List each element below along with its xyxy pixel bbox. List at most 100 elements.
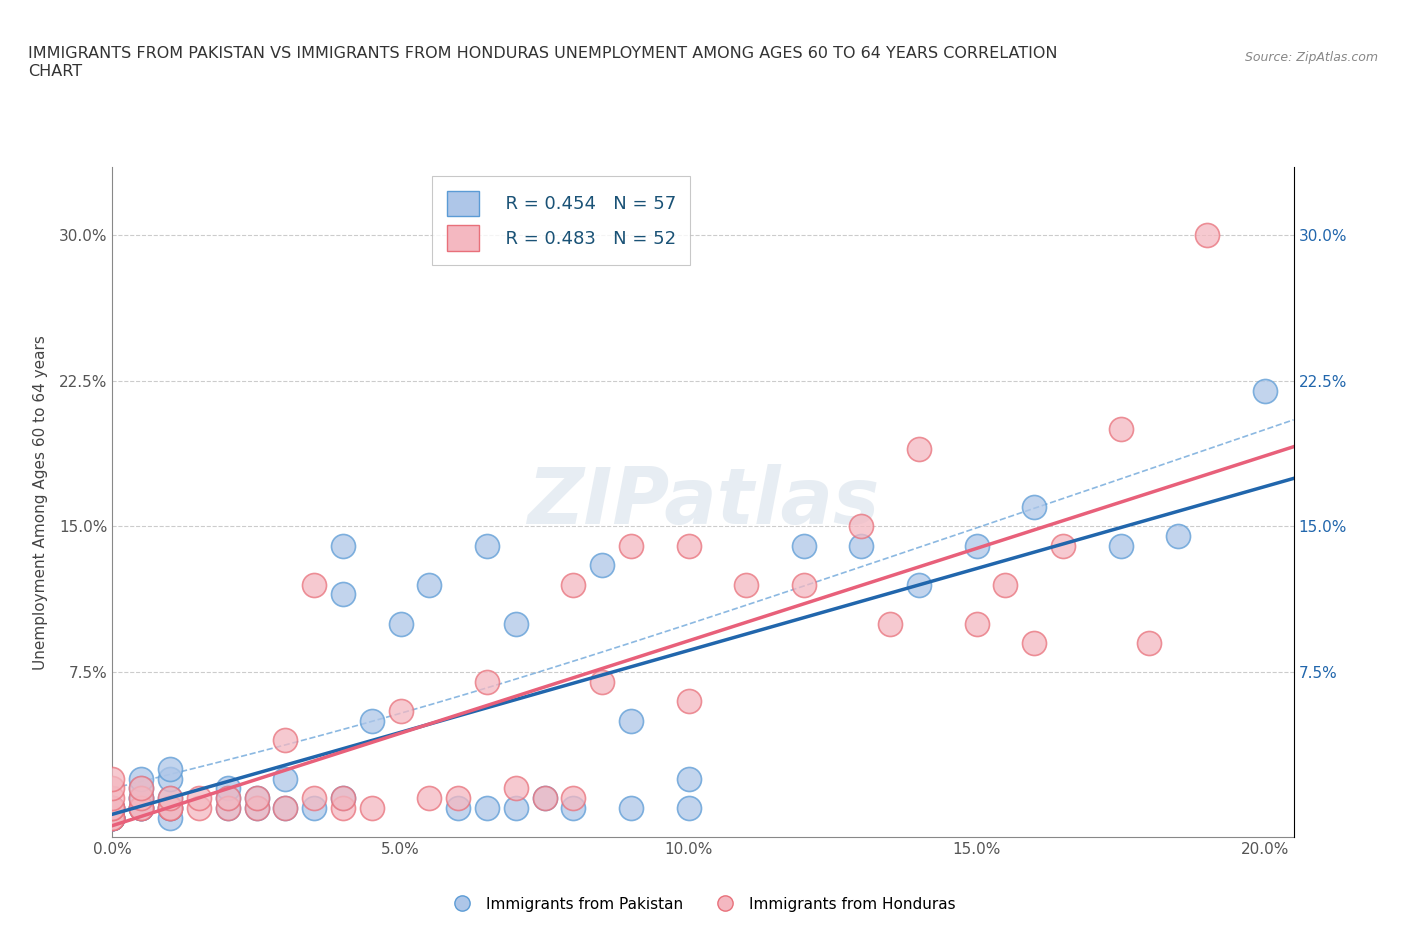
Point xyxy=(101,781,124,796)
Point xyxy=(505,801,527,816)
Point xyxy=(101,801,124,816)
Point xyxy=(159,801,181,816)
Point xyxy=(159,810,181,825)
Point xyxy=(793,578,815,592)
Point xyxy=(101,801,124,816)
Point xyxy=(1254,383,1277,398)
Point xyxy=(475,801,498,816)
Point xyxy=(101,790,124,805)
Point xyxy=(101,801,124,816)
Point xyxy=(101,801,124,816)
Point xyxy=(101,810,124,825)
Point xyxy=(908,442,931,457)
Point xyxy=(129,801,152,816)
Point xyxy=(245,801,267,816)
Point xyxy=(217,790,239,805)
Point xyxy=(159,801,181,816)
Point xyxy=(389,616,412,631)
Point xyxy=(533,790,555,805)
Point xyxy=(562,790,585,805)
Point xyxy=(245,790,267,805)
Point xyxy=(101,801,124,816)
Point xyxy=(159,790,181,805)
Point xyxy=(735,578,758,592)
Point xyxy=(966,616,988,631)
Point xyxy=(562,578,585,592)
Point xyxy=(908,578,931,592)
Point xyxy=(159,762,181,777)
Point xyxy=(1167,529,1189,544)
Point xyxy=(129,801,152,816)
Point xyxy=(418,790,440,805)
Point xyxy=(187,790,209,805)
Point xyxy=(187,801,209,816)
Point xyxy=(851,519,873,534)
Point xyxy=(620,713,643,728)
Point xyxy=(332,587,354,602)
Point xyxy=(129,790,152,805)
Text: Source: ZipAtlas.com: Source: ZipAtlas.com xyxy=(1244,51,1378,64)
Point xyxy=(332,801,354,816)
Point xyxy=(678,694,700,709)
Point xyxy=(332,538,354,553)
Legend: Immigrants from Pakistan, Immigrants from Honduras: Immigrants from Pakistan, Immigrants fro… xyxy=(444,891,962,918)
Text: IMMIGRANTS FROM PAKISTAN VS IMMIGRANTS FROM HONDURAS UNEMPLOYMENT AMONG AGES 60 : IMMIGRANTS FROM PAKISTAN VS IMMIGRANTS F… xyxy=(28,46,1057,79)
Point xyxy=(217,781,239,796)
Point xyxy=(966,538,988,553)
Point xyxy=(245,801,267,816)
Point xyxy=(274,801,297,816)
Point xyxy=(793,538,815,553)
Point xyxy=(360,801,382,816)
Point xyxy=(332,790,354,805)
Point xyxy=(332,790,354,805)
Point xyxy=(274,733,297,748)
Point xyxy=(101,810,124,825)
Point xyxy=(591,674,613,689)
Point xyxy=(101,771,124,786)
Point xyxy=(101,810,124,825)
Point xyxy=(562,801,585,816)
Point xyxy=(274,801,297,816)
Point xyxy=(159,801,181,816)
Point xyxy=(129,781,152,796)
Point xyxy=(1024,635,1046,650)
Point xyxy=(217,801,239,816)
Point xyxy=(418,578,440,592)
Point xyxy=(159,801,181,816)
Point xyxy=(389,703,412,718)
Point xyxy=(129,801,152,816)
Point xyxy=(245,790,267,805)
Point xyxy=(274,771,297,786)
Point xyxy=(159,790,181,805)
Point xyxy=(505,616,527,631)
Point xyxy=(101,810,124,825)
Point xyxy=(447,790,470,805)
Y-axis label: Unemployment Among Ages 60 to 64 years: Unemployment Among Ages 60 to 64 years xyxy=(32,335,48,670)
Point xyxy=(217,801,239,816)
Point xyxy=(879,616,901,631)
Point xyxy=(1109,538,1132,553)
Point xyxy=(620,801,643,816)
Point xyxy=(1139,635,1161,650)
Point xyxy=(101,810,124,825)
Point xyxy=(851,538,873,553)
Point xyxy=(129,781,152,796)
Point xyxy=(1109,422,1132,437)
Point xyxy=(678,771,700,786)
Point xyxy=(101,810,124,825)
Point xyxy=(1197,228,1219,243)
Point xyxy=(678,801,700,816)
Point xyxy=(129,771,152,786)
Legend:   R = 0.454   N = 57,   R = 0.483   N = 52: R = 0.454 N = 57, R = 0.483 N = 52 xyxy=(432,177,690,265)
Point xyxy=(678,538,700,553)
Text: ZIPatlas: ZIPatlas xyxy=(527,464,879,540)
Point xyxy=(620,538,643,553)
Point xyxy=(447,801,470,816)
Point xyxy=(1024,499,1046,514)
Point xyxy=(129,790,152,805)
Point xyxy=(129,790,152,805)
Point xyxy=(129,801,152,816)
Point xyxy=(302,578,325,592)
Point xyxy=(101,810,124,825)
Point xyxy=(101,810,124,825)
